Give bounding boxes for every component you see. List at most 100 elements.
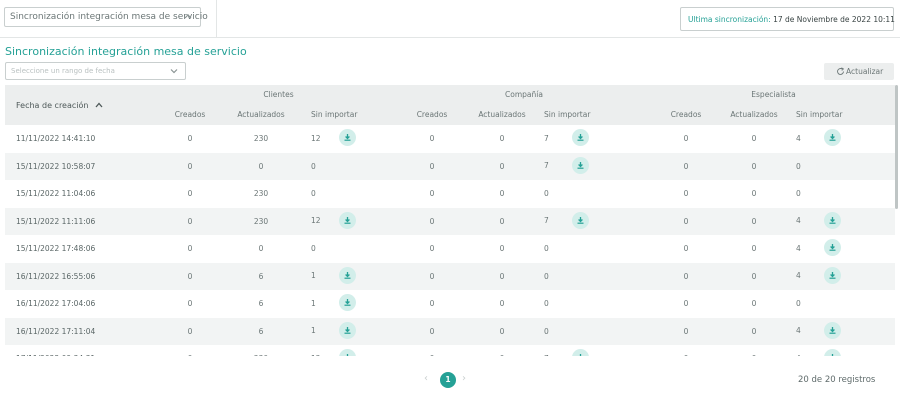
cell-date: 15/11/2022 17:48:06 xyxy=(16,244,96,254)
download-icon[interactable] xyxy=(339,266,356,284)
cell-actualizados: 0 xyxy=(219,152,303,180)
sin-importar-count: 4 xyxy=(796,271,801,281)
module-select-value: Sincronización integración mesa de servi… xyxy=(10,12,208,22)
sync-table: Fecha de creación Clientes Compañía Espe… xyxy=(5,85,895,356)
cell-sin-importar: 4 xyxy=(788,262,895,290)
cell-actualizados: 230 xyxy=(219,207,303,235)
cell-sin-importar: 4 xyxy=(788,317,895,345)
col-header-actualizados: Actualizados xyxy=(468,104,536,125)
cell-actualizados: 0 xyxy=(499,299,505,309)
cell-date: 15/11/2022 11:11:06 xyxy=(5,207,161,235)
date-range-select[interactable]: Seleccione un rango de fecha xyxy=(5,62,186,80)
next-page-button[interactable]: › xyxy=(462,373,466,384)
sin-importar-count: 12 xyxy=(311,133,321,143)
cell-sin-importar: 0 xyxy=(788,152,895,180)
chevron-up-icon xyxy=(184,14,192,19)
cell-sin-importar: 4 xyxy=(788,345,895,356)
download-icon[interactable] xyxy=(572,129,589,147)
sin-importar-count: 7 xyxy=(544,216,549,226)
sin-importar-count: 7 xyxy=(544,354,572,356)
cell-actualizados: 0 xyxy=(468,317,536,345)
cell-sin-importar: 4 xyxy=(788,235,895,263)
chevron-down-icon xyxy=(170,69,178,74)
sort-asc-icon[interactable] xyxy=(95,102,103,108)
sin-importar-count: 12 xyxy=(311,354,339,356)
sin-importar-count: 1 xyxy=(311,298,316,308)
cell-sin-importar: 12 xyxy=(303,125,396,153)
download-icon[interactable] xyxy=(824,211,841,229)
cell-actualizados: 0 xyxy=(499,189,505,199)
sin-importar-count: 4 xyxy=(796,354,824,356)
cell-actualizados: 230 xyxy=(219,345,303,356)
group-header-compania: Compañía xyxy=(396,85,652,104)
cell-creados: 0 xyxy=(187,299,193,309)
cell-creados: 0 xyxy=(429,134,435,144)
table-row: 15/11/2022 17:48:06 0 0 0 0 0 0 0 0 4 xyxy=(5,235,895,263)
cell-date: 16/11/2022 16:55:06 xyxy=(5,262,161,290)
table-scrollbar[interactable] xyxy=(895,85,898,209)
cell-creados: 0 xyxy=(652,262,720,290)
cell-creados: 0 xyxy=(429,189,435,199)
cell-creados: 0 xyxy=(429,299,435,309)
cell-actualizados: 0 xyxy=(468,262,536,290)
download-icon[interactable] xyxy=(339,211,356,229)
sin-importar-count: 7 xyxy=(544,133,549,143)
download-icon[interactable] xyxy=(339,129,356,147)
cell-actualizados: 0 xyxy=(720,152,788,180)
sin-importar-count: 0 xyxy=(796,299,801,309)
cell-date: 15/11/2022 10:58:07 xyxy=(5,152,161,180)
sin-importar-count: 7 xyxy=(544,161,549,171)
date-column-header[interactable]: Fecha de creación xyxy=(5,85,161,125)
download-icon[interactable] xyxy=(824,321,841,339)
table-row: 16/11/2022 16:55:06 0 6 1 0 0 0 0 0 4 xyxy=(5,262,895,290)
cell-actualizados: 0 xyxy=(720,317,788,345)
cell-creados: 0 xyxy=(652,317,720,345)
sin-importar-count: 0 xyxy=(544,189,549,199)
cell-sin-importar: 1 xyxy=(303,290,396,318)
col-header-actualizados: Actualizados xyxy=(219,104,303,125)
download-icon[interactable] xyxy=(339,294,356,312)
cell-creados: 0 xyxy=(683,244,689,254)
group-header-clientes: Clientes xyxy=(161,85,396,104)
module-select[interactable]: Sincronización integración mesa de servi… xyxy=(4,7,208,27)
download-icon[interactable] xyxy=(572,349,589,356)
cell-creados: 0 xyxy=(161,262,219,290)
sin-importar-count: 1 xyxy=(311,271,316,281)
sin-importar-count: 1 xyxy=(311,326,316,336)
download-icon[interactable] xyxy=(339,349,356,356)
download-icon[interactable] xyxy=(824,266,841,284)
sin-importar-count: 0 xyxy=(311,161,316,171)
page-button-current[interactable]: 1 xyxy=(440,372,456,388)
download-icon[interactable] xyxy=(824,239,841,257)
cell-sin-importar: 7 xyxy=(536,152,652,180)
divider xyxy=(216,0,217,38)
cell-creados: 0 xyxy=(683,134,689,144)
download-icon[interactable] xyxy=(824,129,841,147)
record-count: 20 de 20 registros xyxy=(798,375,876,385)
cell-actualizados: 0 xyxy=(751,189,757,199)
cell-actualizados: 0 xyxy=(258,244,264,254)
download-icon[interactable] xyxy=(572,211,589,229)
top-bar: Sincronización integración mesa de servi… xyxy=(0,0,900,38)
col-header-creados: Creados xyxy=(161,104,219,125)
download-icon[interactable] xyxy=(572,156,589,174)
cell-actualizados: 230 xyxy=(253,189,269,199)
download-icon[interactable] xyxy=(339,321,356,339)
cell-actualizados: 0 xyxy=(468,345,536,356)
cell-date: 16/11/2022 17:04:06 xyxy=(16,299,96,309)
table-row: 16/11/2022 17:04:06 0 6 1 0 0 0 0 0 0 xyxy=(5,290,895,318)
cell-sin-importar: 0 xyxy=(788,180,895,208)
download-icon[interactable] xyxy=(824,349,841,356)
cell-actualizados: 0 xyxy=(720,262,788,290)
last-sync-value: 17 de Noviembre de 2022 10:11 xyxy=(773,15,895,24)
cell-actualizados: 0 xyxy=(751,244,757,254)
sin-importar-count: 0 xyxy=(796,161,801,171)
cell-creados: 0 xyxy=(396,152,468,180)
cell-creados: 0 xyxy=(187,134,193,144)
cell-sin-importar: 0 xyxy=(536,290,652,318)
cell-sin-importar: 0 xyxy=(536,180,652,208)
cell-sin-importar: 7 xyxy=(536,125,652,153)
cell-creados: 0 xyxy=(396,345,468,356)
prev-page-button[interactable]: ‹ xyxy=(424,373,428,384)
refresh-button[interactable]: Actualizar xyxy=(824,63,894,80)
